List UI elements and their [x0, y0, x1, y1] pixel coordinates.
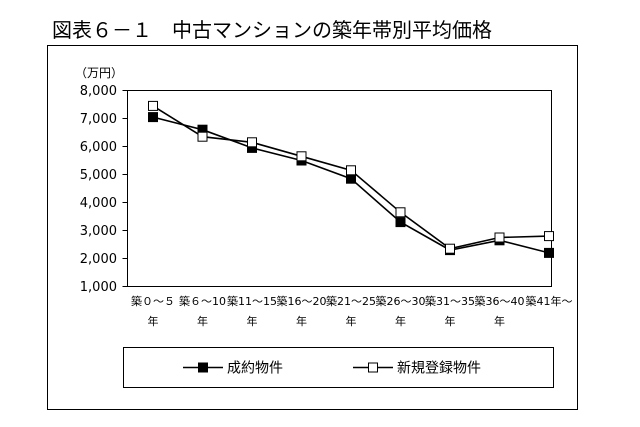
x-tick-label-line: 築31～35 — [425, 294, 475, 308]
x-tick-label-line: 年 — [197, 314, 208, 328]
x-tick-label: 築11～15 年 — [227, 294, 277, 328]
data-point-marker — [346, 173, 356, 184]
y-tick-label: 7,000 — [80, 112, 117, 127]
x-tick-label-line: 年 — [247, 314, 258, 328]
chart-frame — [47, 45, 578, 410]
x-tick-label-line: 築26～30 — [376, 294, 426, 308]
legend-item-new-listings: 新規登録物件 — [353, 361, 481, 377]
data-point-marker — [148, 100, 158, 111]
y-tick-label: 6,000 — [80, 140, 117, 155]
series-layer — [148, 100, 554, 258]
plot-area — [127, 90, 552, 287]
data-point-marker — [346, 165, 356, 176]
x-tick-label-line: 年 — [148, 314, 159, 328]
chart-title: 図表６－１ 中古マンションの築年帯別平均価格 — [52, 18, 492, 42]
x-tick-label-line: 年 — [395, 314, 406, 328]
legend-item-contracted: 成約物件 — [183, 361, 283, 377]
data-point-marker — [395, 217, 406, 228]
x-tick-label: 築16～20 年 — [277, 294, 327, 328]
x-tick-label-line: 年 — [346, 314, 357, 328]
x-tick-label-line: 年 — [494, 314, 505, 328]
data-point-marker — [148, 112, 158, 123]
series-0 — [148, 112, 554, 258]
y-tick-label: 8,000 — [80, 84, 117, 99]
series-1 — [148, 100, 554, 254]
legend-label-new-listings: 新規登録物件 — [397, 361, 481, 377]
x-tick-label-line: 築16～20 — [277, 294, 327, 308]
data-point-marker — [494, 232, 505, 243]
y-tick-label: 1,000 — [80, 280, 117, 295]
x-tick-label: 築０～５ 年 — [131, 294, 175, 328]
y-tick-label: 3,000 — [80, 224, 117, 239]
data-point-marker — [445, 243, 455, 254]
x-tick-label: 築41年～ — [526, 294, 573, 308]
data-point-marker — [544, 231, 554, 242]
legend-marker-open-square — [368, 362, 378, 373]
y-axis-ticks: 8,000 7,000 6,000 5,000 4,000 3,000 2,000 1,000 — [80, 84, 128, 295]
legend-marker-filled-square — [198, 362, 208, 373]
x-tick-label-line: 築21～25 — [326, 294, 376, 308]
x-tick-label: 築６～10 年 — [179, 294, 226, 328]
x-tick-label-line: 年 — [296, 314, 307, 328]
y-tick-label: 4,000 — [80, 196, 117, 211]
x-tick-label: 築21～25 年 — [326, 294, 376, 328]
data-point-marker — [544, 247, 554, 258]
data-point-marker — [296, 151, 307, 162]
y-tick-label: 2,000 — [80, 252, 117, 267]
x-tick-label-line: 築０～５ — [131, 294, 175, 308]
x-tick-label-line: 築41年～ — [526, 294, 573, 308]
x-tick-label: 築36～40 年 — [475, 294, 525, 328]
legend-label-contracted: 成約物件 — [227, 361, 283, 377]
x-tick-label: 築26～30 年 — [376, 294, 426, 328]
y-axis-unit-label: （万円） — [75, 66, 123, 80]
x-tick-label-line: 築36～40 — [475, 294, 525, 308]
data-point-marker — [395, 207, 406, 218]
legend-box — [123, 347, 554, 388]
data-point-marker — [197, 131, 208, 142]
x-tick-label-line: 年 — [445, 314, 456, 328]
x-tick-label-line: 築11～15 — [227, 294, 277, 308]
x-tick-label-line: 築６～10 — [179, 294, 226, 308]
x-tick-label: 築31～35 年 — [425, 294, 475, 328]
data-point-marker — [247, 137, 257, 148]
y-tick-label: 5,000 — [80, 168, 117, 183]
